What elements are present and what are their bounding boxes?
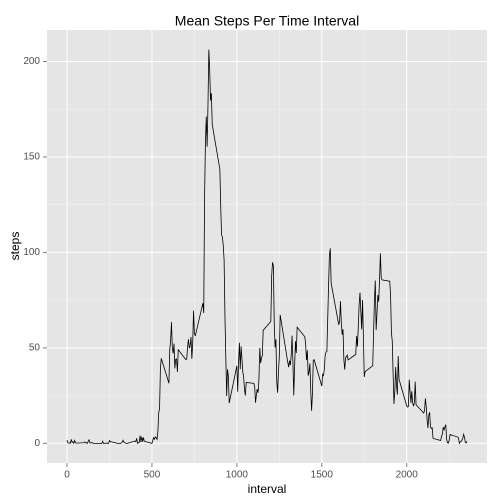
x-tick-label: 1500: [311, 470, 334, 481]
y-axis-label: steps: [8, 232, 22, 261]
panel: [47, 30, 487, 463]
y-tick-label: 0: [34, 438, 40, 449]
x-tick-label: 2000: [396, 470, 419, 481]
x-tick-label: 500: [144, 470, 161, 481]
chart-title: Mean Steps Per Time Interval: [175, 13, 359, 29]
x-axis-label: interval: [248, 482, 287, 496]
x-tick-label: 0: [64, 470, 70, 481]
data-line: [66, 49, 468, 445]
y-tick-label: 200: [23, 56, 40, 67]
grid: [47, 30, 487, 463]
x-tick-label: 1000: [226, 470, 249, 481]
y-tick-label: 50: [29, 343, 41, 354]
y-tick-label: 150: [23, 152, 40, 163]
y-tick-label: 100: [23, 247, 40, 258]
